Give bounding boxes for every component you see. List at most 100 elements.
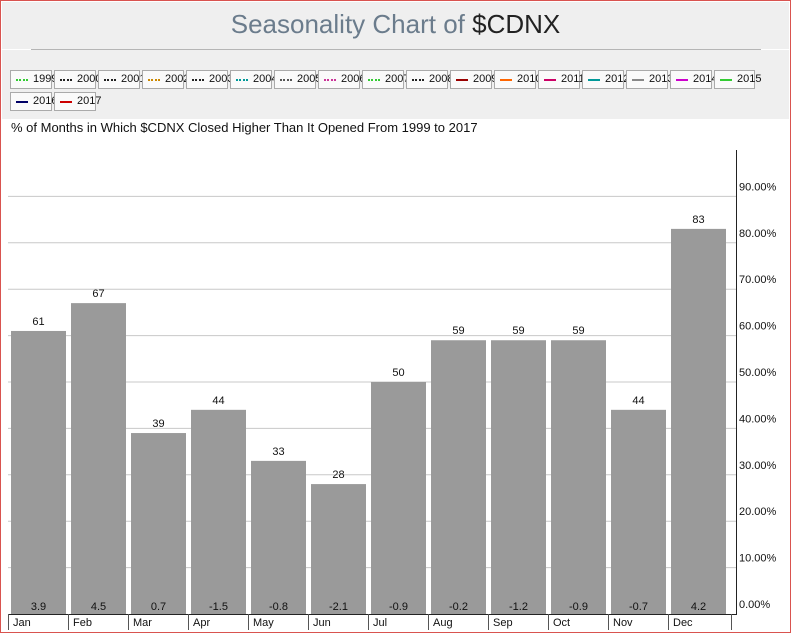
bar-change-label: -1.5 (209, 601, 228, 613)
legend-label: 2002 (165, 73, 190, 85)
bar-value-label: 59 (572, 325, 584, 337)
bar-value-label: 28 (332, 469, 344, 481)
bar-change-label: -0.9 (569, 601, 588, 613)
bar-change-label: -0.2 (449, 601, 468, 613)
legend-label: 2014 (693, 73, 718, 85)
bar-value-label: 39 (152, 418, 164, 430)
y-tick-label: 80.00% (739, 228, 777, 240)
legend-swatch-icon (632, 79, 644, 81)
legend-label: 2015 (737, 73, 762, 85)
legend-item-2008[interactable]: 2008 (406, 70, 453, 89)
legend-item-2017[interactable]: 2017 (54, 92, 101, 111)
bar-value-label: 59 (452, 325, 464, 337)
legend-item-1999[interactable]: 1999 (10, 70, 57, 89)
legend-label: 2003 (209, 73, 234, 85)
bar-nov (611, 409, 666, 614)
legend-label: 1999 (33, 73, 58, 85)
legend-label: 2007 (385, 73, 410, 85)
bar-jan (11, 330, 66, 614)
x-tick-label: Nov (613, 617, 633, 629)
bar-change-label: 4.5 (91, 601, 106, 613)
legend-label: 2010 (517, 73, 542, 85)
title-symbol: $CDNX (472, 9, 561, 39)
legend-item-2002[interactable]: 2002 (142, 70, 189, 89)
legend-swatch-icon (676, 79, 688, 81)
bar-value-label: 50 (392, 367, 404, 379)
legend-item-2000[interactable]: 2000 (54, 70, 101, 89)
bar-oct (551, 340, 606, 614)
chart-title: Seasonality Chart of $CDNX (2, 2, 789, 49)
y-tick-label: 20.00% (739, 506, 777, 518)
bar-change-label: -0.8 (269, 601, 288, 613)
legend-item-2006[interactable]: 2006 (318, 70, 365, 89)
bar-change-label: -2.1 (329, 601, 348, 613)
legend-swatch-icon (456, 79, 468, 81)
bar-change-label: 0.7 (151, 601, 166, 613)
y-tick-label: 70.00% (739, 274, 777, 286)
bar-value-label: 33 (272, 446, 284, 458)
bar-jul (371, 382, 426, 614)
bar-dec (671, 228, 726, 614)
title-prefix: Seasonality Chart of (230, 9, 473, 39)
bar-value-label: 67 (92, 288, 104, 300)
legend-swatch-icon (368, 79, 380, 81)
x-tick-label: Apr (193, 617, 210, 629)
legend-swatch-icon (192, 79, 204, 81)
legend-item-2011[interactable]: 2011 (538, 70, 585, 89)
bar-aug (431, 340, 486, 614)
y-tick-label: 60.00% (739, 321, 777, 333)
legend-swatch-icon (500, 79, 512, 81)
legend-label: 2016 (33, 95, 58, 107)
bar-change-label: -0.9 (389, 601, 408, 613)
y-tick-label: 90.00% (739, 181, 777, 193)
bar-value-label: 44 (212, 395, 224, 407)
legend-item-2003[interactable]: 2003 (186, 70, 233, 89)
legend-item-2007[interactable]: 2007 (362, 70, 409, 89)
legend-item-2001[interactable]: 2001 (98, 70, 145, 89)
x-tick-label: Mar (133, 617, 152, 629)
legend-label: 2001 (121, 73, 146, 85)
legend-label: 2011 (561, 73, 585, 85)
y-tick-label: 40.00% (739, 413, 777, 425)
legend-label: 2009 (473, 73, 498, 85)
bar-mar (131, 433, 186, 614)
x-tick-label: Jun (313, 617, 331, 629)
legend-item-2013[interactable]: 2013 (626, 70, 673, 89)
legend-swatch-icon (16, 79, 28, 81)
legend-item-2016[interactable]: 2016 (10, 92, 57, 111)
x-tick-label: Sep (493, 617, 513, 629)
title-divider (31, 49, 761, 50)
legend-label: 2000 (77, 73, 102, 85)
legend-swatch-icon (60, 101, 72, 103)
legend-item-2010[interactable]: 2010 (494, 70, 541, 89)
bar-value-label: 83 (692, 214, 704, 226)
legend-swatch-icon (104, 79, 116, 81)
x-tick-label: Dec (673, 617, 693, 629)
legend-label: 2005 (297, 73, 322, 85)
legend-item-2014[interactable]: 2014 (670, 70, 717, 89)
legend-swatch-icon (324, 79, 336, 81)
y-tick-label: 10.00% (739, 553, 777, 565)
bar-sep (491, 340, 546, 614)
bar-change-label: -1.2 (509, 601, 528, 613)
legend-swatch-icon (236, 79, 248, 81)
bar-jun (311, 484, 366, 614)
bar-change-label: 3.9 (31, 601, 46, 613)
y-tick-label: 0.00% (739, 599, 770, 611)
x-tick-label: Jan (13, 617, 31, 629)
legend-item-2009[interactable]: 2009 (450, 70, 497, 89)
legend-swatch-icon (720, 79, 732, 81)
legend-swatch-icon (412, 79, 424, 81)
y-tick-label: 30.00% (739, 460, 777, 472)
legend-item-2012[interactable]: 2012 (582, 70, 629, 89)
bar-change-label: -0.7 (629, 601, 648, 613)
legend-item-2005[interactable]: 2005 (274, 70, 321, 89)
legend-item-2004[interactable]: 2004 (230, 70, 277, 89)
legend-label: 2013 (649, 73, 674, 85)
legend-swatch-icon (544, 79, 556, 81)
legend-item-2015[interactable]: 2015 (714, 70, 761, 89)
bar-change-label: 4.2 (691, 601, 706, 613)
bar-value-label: 59 (512, 325, 524, 337)
legend-label: 2017 (77, 95, 102, 107)
